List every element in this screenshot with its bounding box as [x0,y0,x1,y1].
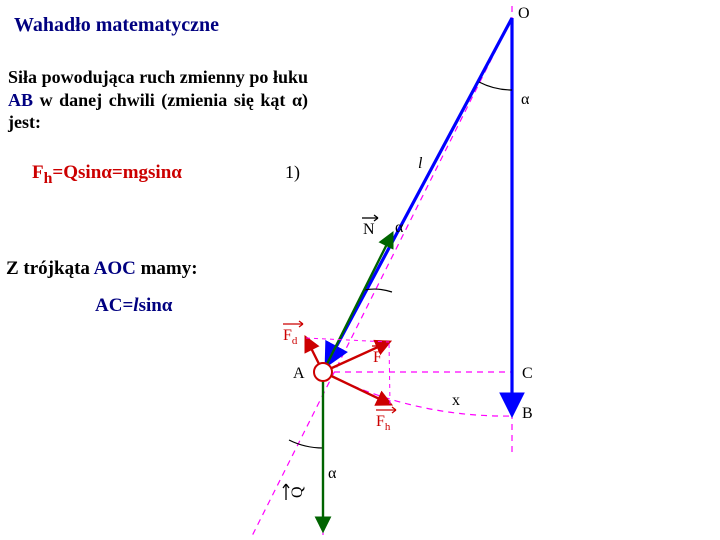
label-Fh: Fh [376,407,396,433]
vector-fh [323,372,390,404]
parallelogram-dash-1 [306,338,389,342]
angle-arc-mid [364,289,392,292]
label-Fd: Fd [283,321,303,347]
angle-arc-top [479,82,512,90]
label-alpha-mid: α [395,219,404,236]
svg-text:Q: Q [289,486,306,498]
angle-arc-bottom [289,440,323,448]
label-l: l [418,155,423,172]
label-C: C [522,365,533,382]
label-x: x [452,392,460,409]
label-O: O [518,5,530,22]
label-alpha-top: α [521,91,530,108]
label-alpha-bot: α [328,465,337,482]
parallelogram-dash-2 [389,342,390,404]
label-A: A [293,365,305,382]
label-F: F [372,343,386,366]
svg-text:Fh: Fh [376,413,391,433]
label-Q: Q [283,484,306,500]
label-B: B [522,405,533,422]
pendulum-string [327,18,512,364]
label-N: N [362,215,378,238]
pendulum-mass [314,363,332,381]
arc-ab [323,372,512,416]
pendulum-diagram: O A C B l x α α α N Q F Fd Fh [0,0,720,540]
svg-text:N: N [363,221,375,238]
svg-text:Fd: Fd [283,327,298,347]
svg-text:F: F [373,349,382,366]
oa-extension-dash [251,18,512,538]
